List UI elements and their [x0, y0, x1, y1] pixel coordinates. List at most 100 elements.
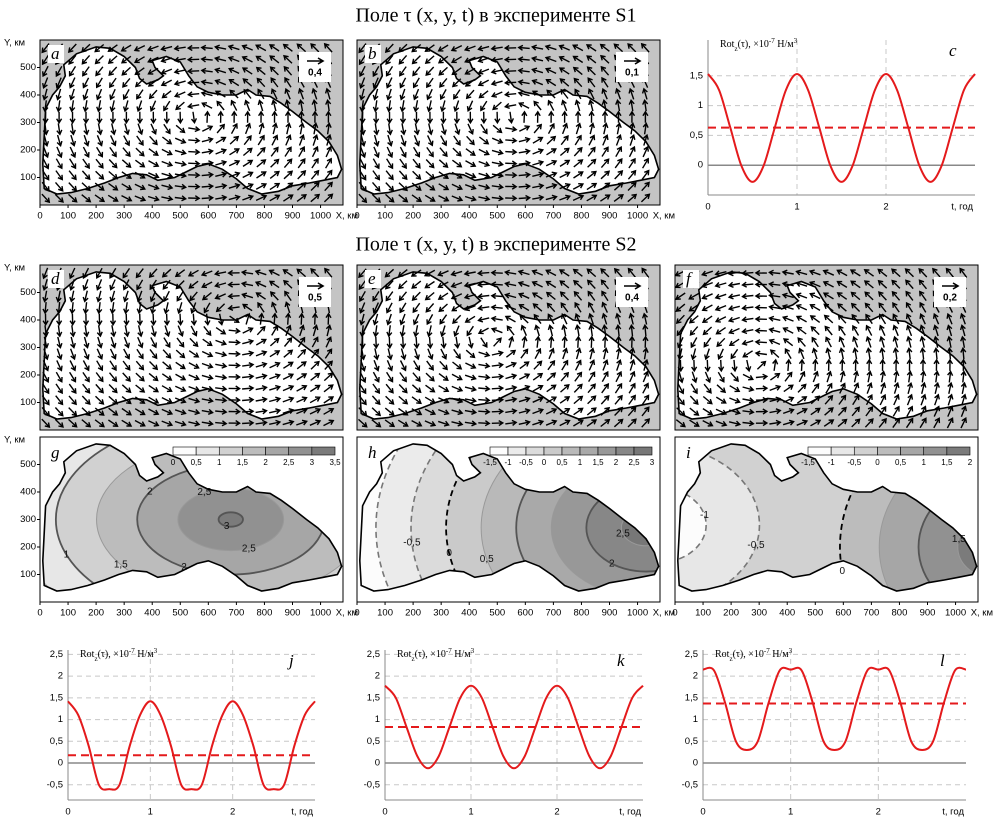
wind-arrow — [559, 147, 570, 157]
wind-arrow — [466, 100, 474, 113]
wind-arrow — [463, 270, 476, 277]
wind-arrow — [920, 381, 927, 394]
wind-arrow — [853, 370, 860, 383]
wind-arrow — [600, 54, 610, 64]
wind-arrow — [254, 280, 267, 288]
wind-arrow — [877, 291, 887, 301]
wind-arrow — [121, 159, 132, 168]
wind-arrow — [135, 372, 145, 382]
wind-arrow — [214, 293, 226, 300]
wind-arrow — [505, 361, 518, 369]
wind-arrow — [451, 183, 463, 191]
wind-arrow — [227, 269, 240, 277]
wind-arrow — [272, 122, 278, 135]
wind-arrow — [906, 335, 913, 348]
wind-arrow — [714, 304, 727, 312]
wind-arrow — [521, 335, 528, 348]
wind-arrow — [228, 79, 240, 87]
wind-arrow — [440, 336, 447, 350]
wind-arrow — [798, 358, 806, 371]
wind-arrow — [109, 360, 117, 372]
wind-arrow — [95, 77, 103, 89]
wind-arrow — [573, 383, 583, 393]
wind-arrow — [161, 160, 174, 167]
wind-arrow — [906, 324, 913, 337]
wind-arrow — [628, 157, 636, 169]
wind-arrow — [297, 336, 306, 348]
wind-arrow — [371, 407, 382, 417]
wind-arrow — [136, 111, 143, 125]
wind-arrow — [601, 87, 608, 100]
wind-arrow — [161, 148, 173, 156]
wind-arrow — [41, 181, 50, 192]
wind-arrow — [268, 44, 280, 52]
x-axis-label: t, год — [951, 202, 973, 213]
wind-arrow — [918, 279, 928, 290]
wind-arrow — [601, 98, 608, 112]
wind-arrow — [359, 158, 367, 170]
wind-arrow — [384, 280, 394, 290]
wind-arrow — [149, 279, 157, 291]
wind-arrow — [147, 195, 160, 202]
wind-arrow — [309, 396, 321, 404]
wind-arrow — [283, 182, 294, 191]
wind-arrow — [108, 159, 118, 169]
colorbar-segment — [877, 446, 901, 456]
contour-label: 1,5 — [952, 534, 966, 545]
wind-arrow — [399, 302, 407, 314]
wind-arrow — [642, 145, 649, 158]
wind-arrow — [615, 99, 622, 112]
wind-arrow — [107, 44, 118, 52]
wind-arrow — [769, 372, 781, 381]
wind-arrow — [372, 77, 379, 89]
wind-arrow — [478, 374, 491, 381]
wind-arrow — [96, 348, 104, 360]
wind-arrow — [373, 123, 380, 136]
wind-arrow — [453, 325, 460, 338]
wind-arrow — [865, 347, 872, 360]
wind-arrow — [284, 76, 292, 88]
wind-arrow — [508, 335, 515, 348]
wind-arrow — [386, 325, 393, 338]
wind-arrow — [615, 122, 622, 135]
wind-arrow — [640, 193, 651, 203]
wind-arrow — [122, 279, 130, 291]
wind-arrow — [464, 315, 476, 323]
wind-arrow — [188, 148, 201, 156]
wind-arrow — [741, 316, 754, 323]
colorbar-tick-label: 1,5 — [941, 458, 953, 467]
wind-arrow — [323, 193, 334, 203]
wind-arrow — [161, 385, 173, 393]
wind-arrow — [384, 268, 395, 278]
wind-arrow — [69, 146, 77, 159]
x-tick-label: 200 — [88, 608, 104, 619]
wind-arrow — [424, 55, 435, 64]
wind-arrow — [311, 145, 319, 158]
y-tick-label: 100 — [20, 172, 36, 183]
panel-frame — [356, 39, 661, 206]
wind-arrow — [296, 182, 307, 191]
wind-arrow — [879, 358, 886, 371]
x-tick-label: 0 — [37, 608, 42, 619]
wind-arrow — [601, 324, 608, 337]
wind-arrow — [215, 397, 228, 404]
wind-arrow — [439, 360, 448, 371]
wind-arrow — [797, 337, 806, 347]
wind-arrow — [755, 385, 769, 392]
wind-arrow — [519, 361, 530, 370]
wind-arrow — [283, 65, 293, 76]
wind-arrow — [386, 100, 393, 113]
wind-arrow — [173, 45, 186, 52]
wind-arrow — [411, 408, 423, 416]
wind-arrow — [548, 335, 555, 348]
wind-arrow — [520, 324, 528, 336]
wind-arrow — [148, 160, 160, 168]
wind-arrow — [296, 384, 308, 392]
wind-arrow — [360, 359, 367, 372]
wind-arrow — [586, 182, 598, 191]
wind-arrow — [385, 395, 395, 405]
wind-arrow — [425, 384, 436, 393]
wind-arrow — [627, 406, 637, 417]
wind-arrow — [518, 160, 532, 167]
wind-arrow — [399, 313, 406, 326]
